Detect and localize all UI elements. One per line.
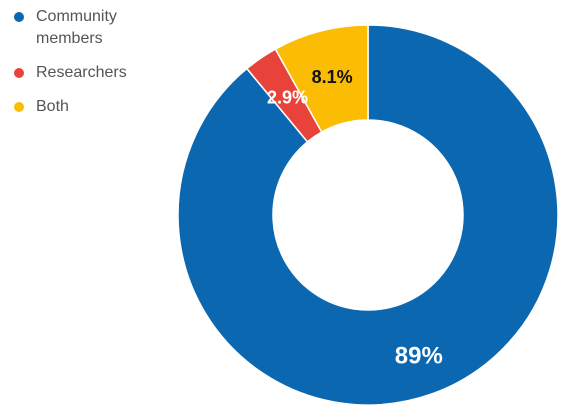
slice-label: 89% xyxy=(395,343,443,370)
slice-label: 8.1% xyxy=(312,67,353,87)
slice-label: 2.9% xyxy=(267,87,308,107)
